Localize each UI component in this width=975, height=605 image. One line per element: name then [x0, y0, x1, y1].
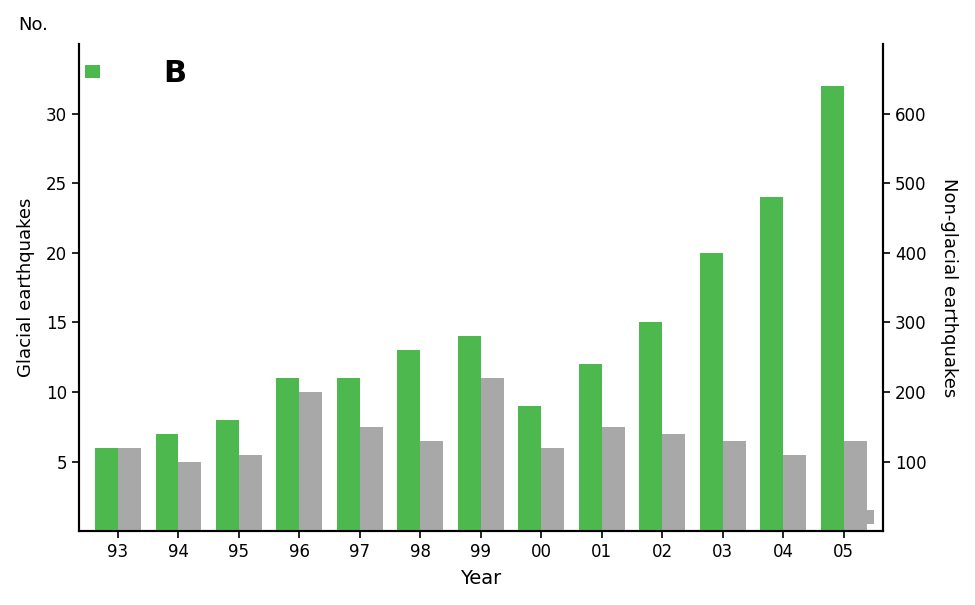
Bar	[337, 378, 360, 531]
Bar	[360, 427, 383, 531]
Bar	[700, 253, 722, 531]
Bar	[481, 378, 504, 531]
Bar	[458, 336, 481, 531]
Bar	[843, 440, 867, 531]
Text: No.: No.	[19, 16, 48, 34]
Bar	[95, 448, 118, 531]
Bar	[178, 462, 202, 531]
X-axis label: Year: Year	[460, 569, 501, 588]
Bar	[239, 454, 262, 531]
Bar	[821, 86, 843, 531]
Bar	[519, 406, 541, 531]
Bar	[398, 350, 420, 531]
Bar	[216, 420, 239, 531]
Bar	[277, 378, 299, 531]
Legend: 	[852, 504, 883, 531]
Y-axis label: Glacial earthquakes: Glacial earthquakes	[17, 198, 35, 378]
Bar	[118, 448, 141, 531]
Bar	[602, 427, 625, 531]
Bar	[420, 440, 444, 531]
Text: B: B	[164, 59, 187, 88]
Bar	[299, 392, 323, 531]
Bar	[783, 454, 806, 531]
Bar	[155, 434, 178, 531]
Bar	[541, 448, 565, 531]
Bar	[579, 364, 602, 531]
Bar	[760, 197, 783, 531]
Bar	[640, 322, 662, 531]
Bar	[722, 440, 746, 531]
Legend: 	[79, 59, 109, 86]
Y-axis label: Non-glacial earthquakes: Non-glacial earthquakes	[940, 178, 958, 397]
Bar	[662, 434, 685, 531]
